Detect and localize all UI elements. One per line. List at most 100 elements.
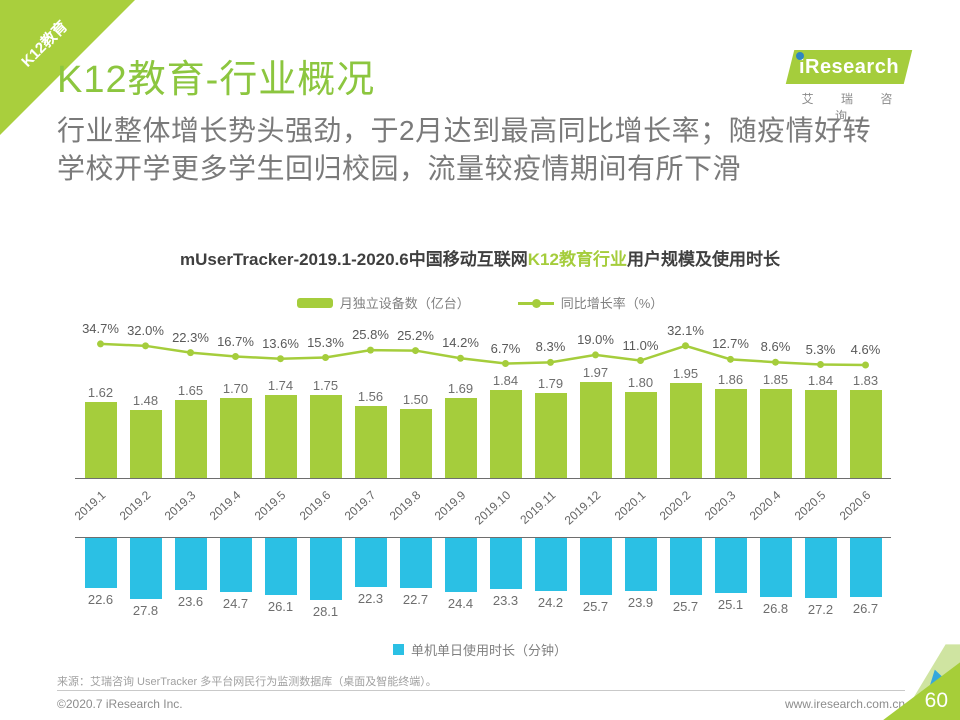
growth-point-marker (862, 361, 869, 369)
growth-value-label: 32.0% (127, 322, 164, 338)
x-axis-label: 2019.6 (296, 488, 333, 523)
device-bar (309, 394, 342, 478)
growth-value-label: 12.7% (712, 336, 749, 352)
growth-value-label: 22.3% (172, 329, 209, 345)
x-axis-label: 2019.11 (516, 488, 558, 527)
duration-bar (444, 538, 477, 592)
growth-value-label: 6.7% (490, 340, 521, 356)
lower-axis-line (75, 537, 891, 538)
device-bar (849, 390, 882, 478)
legend-growth-label: 同比增长率（%） (560, 296, 664, 311)
device-bar (804, 389, 837, 478)
legend-item-devices: 月独立设备数（亿台） (296, 293, 470, 312)
growth-value-label: 32.1% (667, 322, 704, 338)
device-bar (129, 410, 162, 478)
legend-item-duration: 单机单日使用时长（分钟） (392, 640, 567, 659)
page-number: 60 (924, 689, 948, 712)
duration-bar (84, 538, 117, 588)
duration-bar (804, 538, 837, 598)
logo-parallelogram: iResearch (785, 50, 913, 84)
device-value-label: 1.65 (177, 383, 204, 399)
device-value-label: 1.48 (132, 393, 159, 409)
growth-point-marker (277, 355, 284, 363)
device-value-label: 1.74 (267, 378, 294, 394)
duration-value-label: 27.8 (132, 603, 159, 619)
duration-bar (309, 538, 342, 600)
logo-dot-icon (796, 52, 804, 60)
growth-point-marker (817, 361, 824, 369)
device-bar (489, 389, 522, 478)
duration-bar (219, 538, 252, 593)
growth-value-label: 25.2% (397, 327, 434, 343)
x-axis-label: 2020.3 (701, 488, 738, 523)
duration-bar (579, 538, 612, 595)
x-axis-label: 2019.1 (71, 488, 108, 523)
growth-value-label: 19.0% (577, 331, 614, 347)
growth-point-marker (637, 357, 644, 365)
growth-value-label: 13.6% (262, 335, 299, 351)
logo-chinese-name: 艾 瑞 咨 询 (801, 92, 905, 123)
x-axis-label: 2019.4 (206, 488, 243, 523)
device-value-label: 1.80 (627, 374, 654, 390)
device-value-label: 1.97 (582, 365, 609, 381)
duration-value-label: 24.4 (447, 595, 474, 611)
duration-bar (174, 538, 207, 590)
device-bar (624, 391, 657, 478)
x-axis-label: 2020.4 (746, 488, 783, 523)
duration-value-label: 26.8 (762, 600, 789, 616)
chart-title: mUserTracker-2019.1-2020.6中国移动互联网K12教育行业… (0, 245, 960, 270)
growth-point-marker (592, 351, 599, 359)
device-bar (264, 395, 297, 478)
x-axis-label: 2019.2 (116, 488, 153, 523)
device-bar (579, 382, 612, 478)
x-axis-label: 2019.7 (341, 488, 378, 523)
growth-point-marker (727, 355, 734, 363)
growth-point-marker (457, 354, 464, 362)
x-axis-label: 2019.3 (161, 488, 198, 523)
duration-bar (399, 538, 432, 588)
subtitle-line-1: 行业整体增长势头强劲，于2月达到最高同比增长率；随疫情好转 (57, 115, 872, 146)
growth-point-marker (232, 353, 239, 361)
duration-bar (714, 538, 747, 594)
chart-title-suffix: 用户规模及使用时长 (626, 250, 780, 269)
device-bar (444, 398, 477, 478)
duration-value-label: 22.7 (402, 591, 429, 607)
device-value-label: 1.62 (87, 385, 114, 401)
duration-value-label: 22.6 (87, 591, 114, 607)
footer-divider (57, 690, 905, 691)
growth-point-marker (322, 354, 329, 362)
device-value-label: 1.84 (492, 372, 519, 388)
duration-value-label: 25.7 (582, 598, 609, 614)
corner-decoration: 60 (840, 600, 960, 720)
x-axis-label: 2019.9 (431, 488, 468, 523)
growth-value-label: 8.6% (760, 339, 791, 355)
duration-bar (624, 538, 657, 591)
device-bar (84, 402, 117, 478)
duration-value-label: 24.7 (222, 596, 249, 612)
device-value-label: 1.86 (717, 371, 744, 387)
x-axis-label: 2019.10 (471, 488, 513, 528)
duration-value-label: 22.3 (357, 591, 384, 607)
duration-value-label: 23.9 (627, 594, 654, 610)
page-title: K12教育-行业概况 (57, 59, 376, 101)
legend-item-growth: 同比增长率（%） (517, 293, 664, 312)
growth-value-label: 25.8% (352, 327, 389, 343)
duration-bar (759, 538, 792, 597)
x-axis-label: 2019.8 (386, 488, 423, 523)
device-value-label: 1.79 (537, 375, 564, 391)
growth-value-label: 5.3% (805, 341, 836, 357)
line-swatch-icon (517, 298, 554, 308)
growth-value-label: 15.3% (307, 334, 344, 350)
device-bar (534, 392, 567, 478)
x-axis-label: 2020.6 (836, 488, 873, 523)
growth-point-marker (187, 349, 194, 357)
x-axis-label: 2020.2 (656, 488, 693, 523)
copyright: ©2020.7 iResearch Inc. (57, 697, 183, 711)
growth-value-label: 11.0% (622, 337, 659, 353)
duration-bar (354, 538, 387, 588)
duration-bar (849, 538, 882, 597)
legend-top: 月独立设备数（亿台） 同比增长率（%） (0, 293, 960, 312)
duration-bar (489, 538, 522, 590)
growth-point-marker (142, 342, 149, 350)
